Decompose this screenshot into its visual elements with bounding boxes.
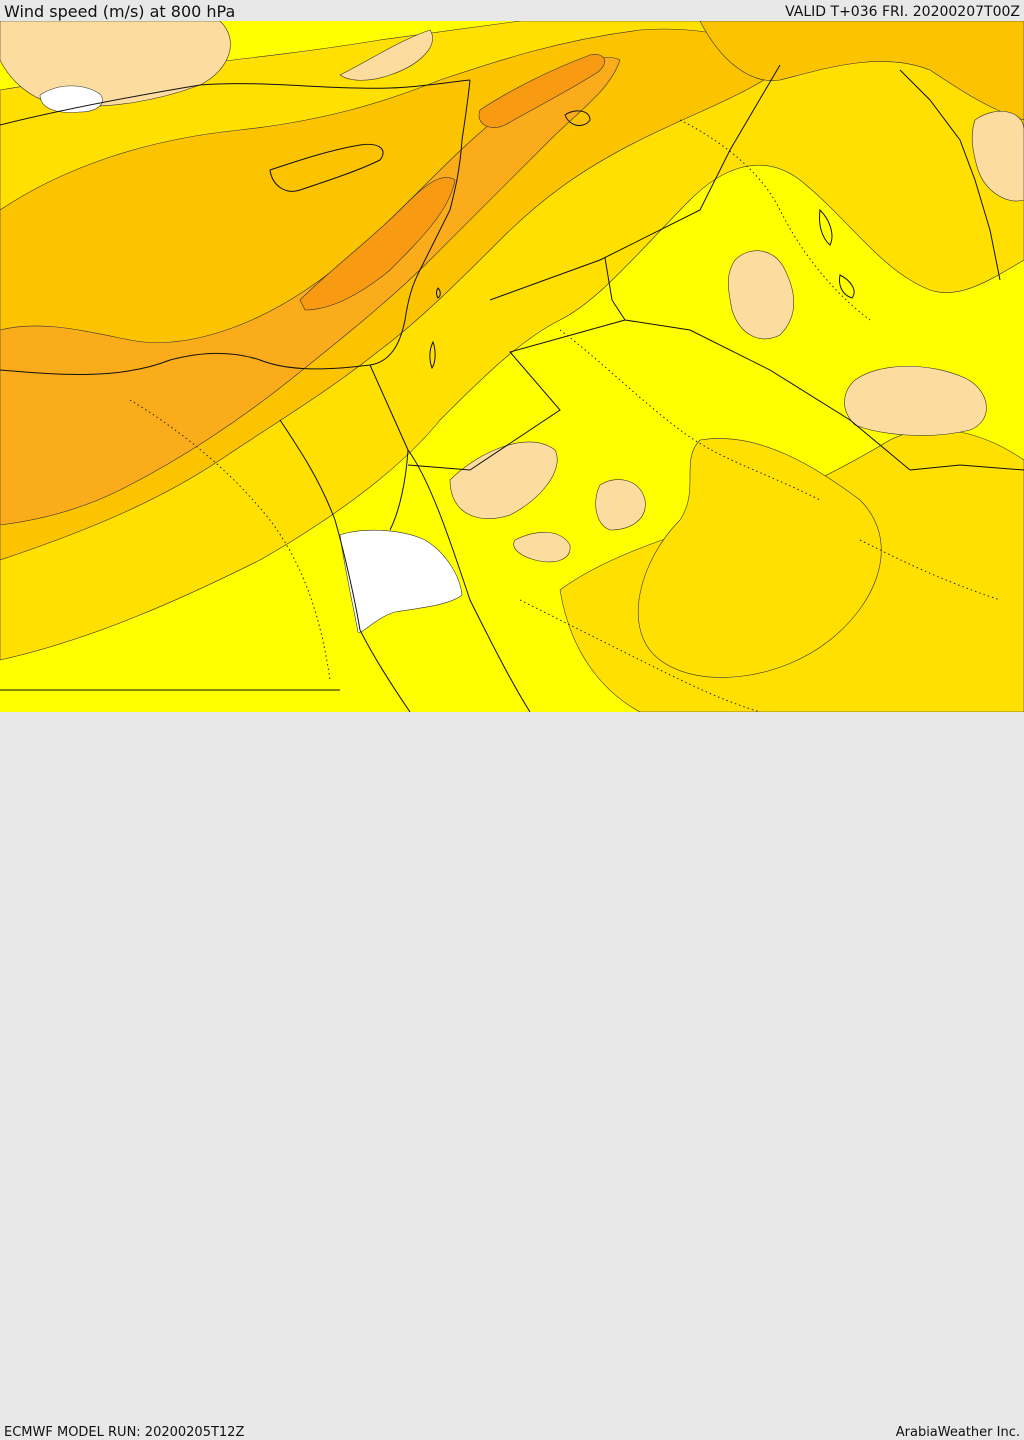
calm-patch-arabia-2 bbox=[844, 365, 987, 436]
wind-band-orange-northeast bbox=[699, 21, 1024, 121]
sea-of-galilee bbox=[436, 287, 441, 299]
calm-patch-northwest bbox=[0, 21, 231, 107]
calm-patch-arabia-3 bbox=[449, 441, 558, 519]
coastline-north-africa bbox=[0, 269, 421, 375]
coastline-levant bbox=[419, 79, 471, 271]
coastline-gulf-suez bbox=[279, 419, 361, 631]
valid-time-label: VALID T+036 FRI. 20200207T00Z bbox=[785, 4, 1020, 20]
coastline-cyprus bbox=[269, 143, 384, 192]
border-syria-iraq bbox=[489, 64, 781, 301]
coastline-persian-gulf bbox=[819, 208, 855, 299]
wind-band-gold-southeast bbox=[637, 438, 882, 678]
wind-speed-map[interactable] bbox=[0, 21, 1024, 712]
calm-patch-east bbox=[971, 111, 1024, 202]
coastline-anatolia bbox=[0, 79, 471, 126]
border-saudi-kuwait bbox=[909, 464, 1024, 471]
model-run-label: ECMWF MODEL RUN: 20200205T12Z bbox=[4, 1425, 245, 1440]
coastline-red-sea-east bbox=[407, 449, 531, 712]
calm-patch-arabia-4 bbox=[595, 479, 646, 531]
wind-core-dark-orange-2 bbox=[478, 54, 605, 128]
credit-label: ArabiaWeather Inc. bbox=[895, 1425, 1020, 1440]
coastline-gulf-aqaba bbox=[389, 449, 409, 531]
header-bar: Wind speed (m/s) at 800 hPa VALID T+036 … bbox=[0, 0, 1024, 21]
calm-patch-arabia-5 bbox=[513, 532, 571, 563]
border-iran-iraq bbox=[899, 69, 1001, 281]
border-jordan-iraq bbox=[604, 257, 626, 321]
lake-northeast bbox=[564, 110, 591, 126]
border-sinai bbox=[369, 364, 409, 451]
border-iraq-saudi bbox=[624, 319, 911, 471]
map-title: Wind speed (m/s) at 800 hPa bbox=[4, 2, 236, 21]
coastline-red-sea-west bbox=[359, 629, 411, 712]
wind-core-dark-orange-1 bbox=[299, 177, 456, 311]
calm-patch-north bbox=[339, 29, 433, 81]
dotted-contour-3 bbox=[129, 399, 331, 681]
calm-white-patch-sea bbox=[339, 529, 463, 633]
border-jordan-saudi bbox=[407, 319, 626, 471]
dotted-contour-1 bbox=[559, 329, 821, 501]
footer-bar: ECMWF MODEL RUN: 20200205T12Z ArabiaWeat… bbox=[0, 712, 1024, 1440]
dead-sea bbox=[429, 340, 436, 370]
calm-patch-arabia-1 bbox=[727, 250, 794, 340]
dotted-contour-4 bbox=[519, 599, 761, 712]
dotted-contour-5 bbox=[859, 539, 1001, 601]
